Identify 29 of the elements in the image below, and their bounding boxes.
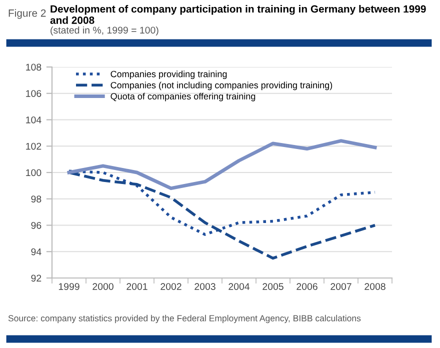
line-series: [68, 170, 376, 236]
legend-label: Companies providing training: [110, 70, 227, 80]
chart-title: Development of company participation in training in Germany between 1999 and 2008: [50, 5, 426, 24]
line-series: [67, 139, 377, 190]
source-note: Source: company statistics provided by the Federal Employment Agency, BIBB calculations: [8, 314, 361, 324]
line-series: [68, 171, 376, 260]
y-tick-label: 98: [31, 196, 42, 202]
x-tick-label: 2001: [126, 283, 148, 290]
x-tick-label: 2004: [228, 283, 250, 290]
y-tick-label: 108: [26, 64, 42, 71]
y-tick-label: 102: [26, 142, 42, 150]
y-tick-label: 94: [31, 248, 42, 256]
y-tick-label: 100: [26, 169, 42, 176]
legend-label: Quota of companies offering training: [110, 92, 256, 102]
caption: Figure 2: [8, 9, 46, 19]
x-tick-label: 2000: [92, 283, 114, 290]
chart-subtitle: (stated in %, 1999 = 100): [50, 26, 158, 36]
x-tick-label: 2007: [330, 283, 352, 290]
y-tick-label: 96: [31, 222, 42, 229]
x-tick-label: 2003: [194, 283, 216, 290]
x-tick-label: 2008: [364, 283, 386, 290]
x-tick-label: 2002: [160, 283, 182, 290]
x-tick-label: 2005: [262, 283, 284, 290]
y-tick-label: 106: [26, 90, 42, 97]
y-tick-label: 104: [26, 116, 42, 124]
y-tick-label: 92: [31, 274, 42, 282]
x-tick-label: 1999: [58, 283, 80, 290]
x-tick-label: 2006: [296, 283, 318, 290]
legend-label: Companies (not including companies providing training): [110, 82, 332, 90]
